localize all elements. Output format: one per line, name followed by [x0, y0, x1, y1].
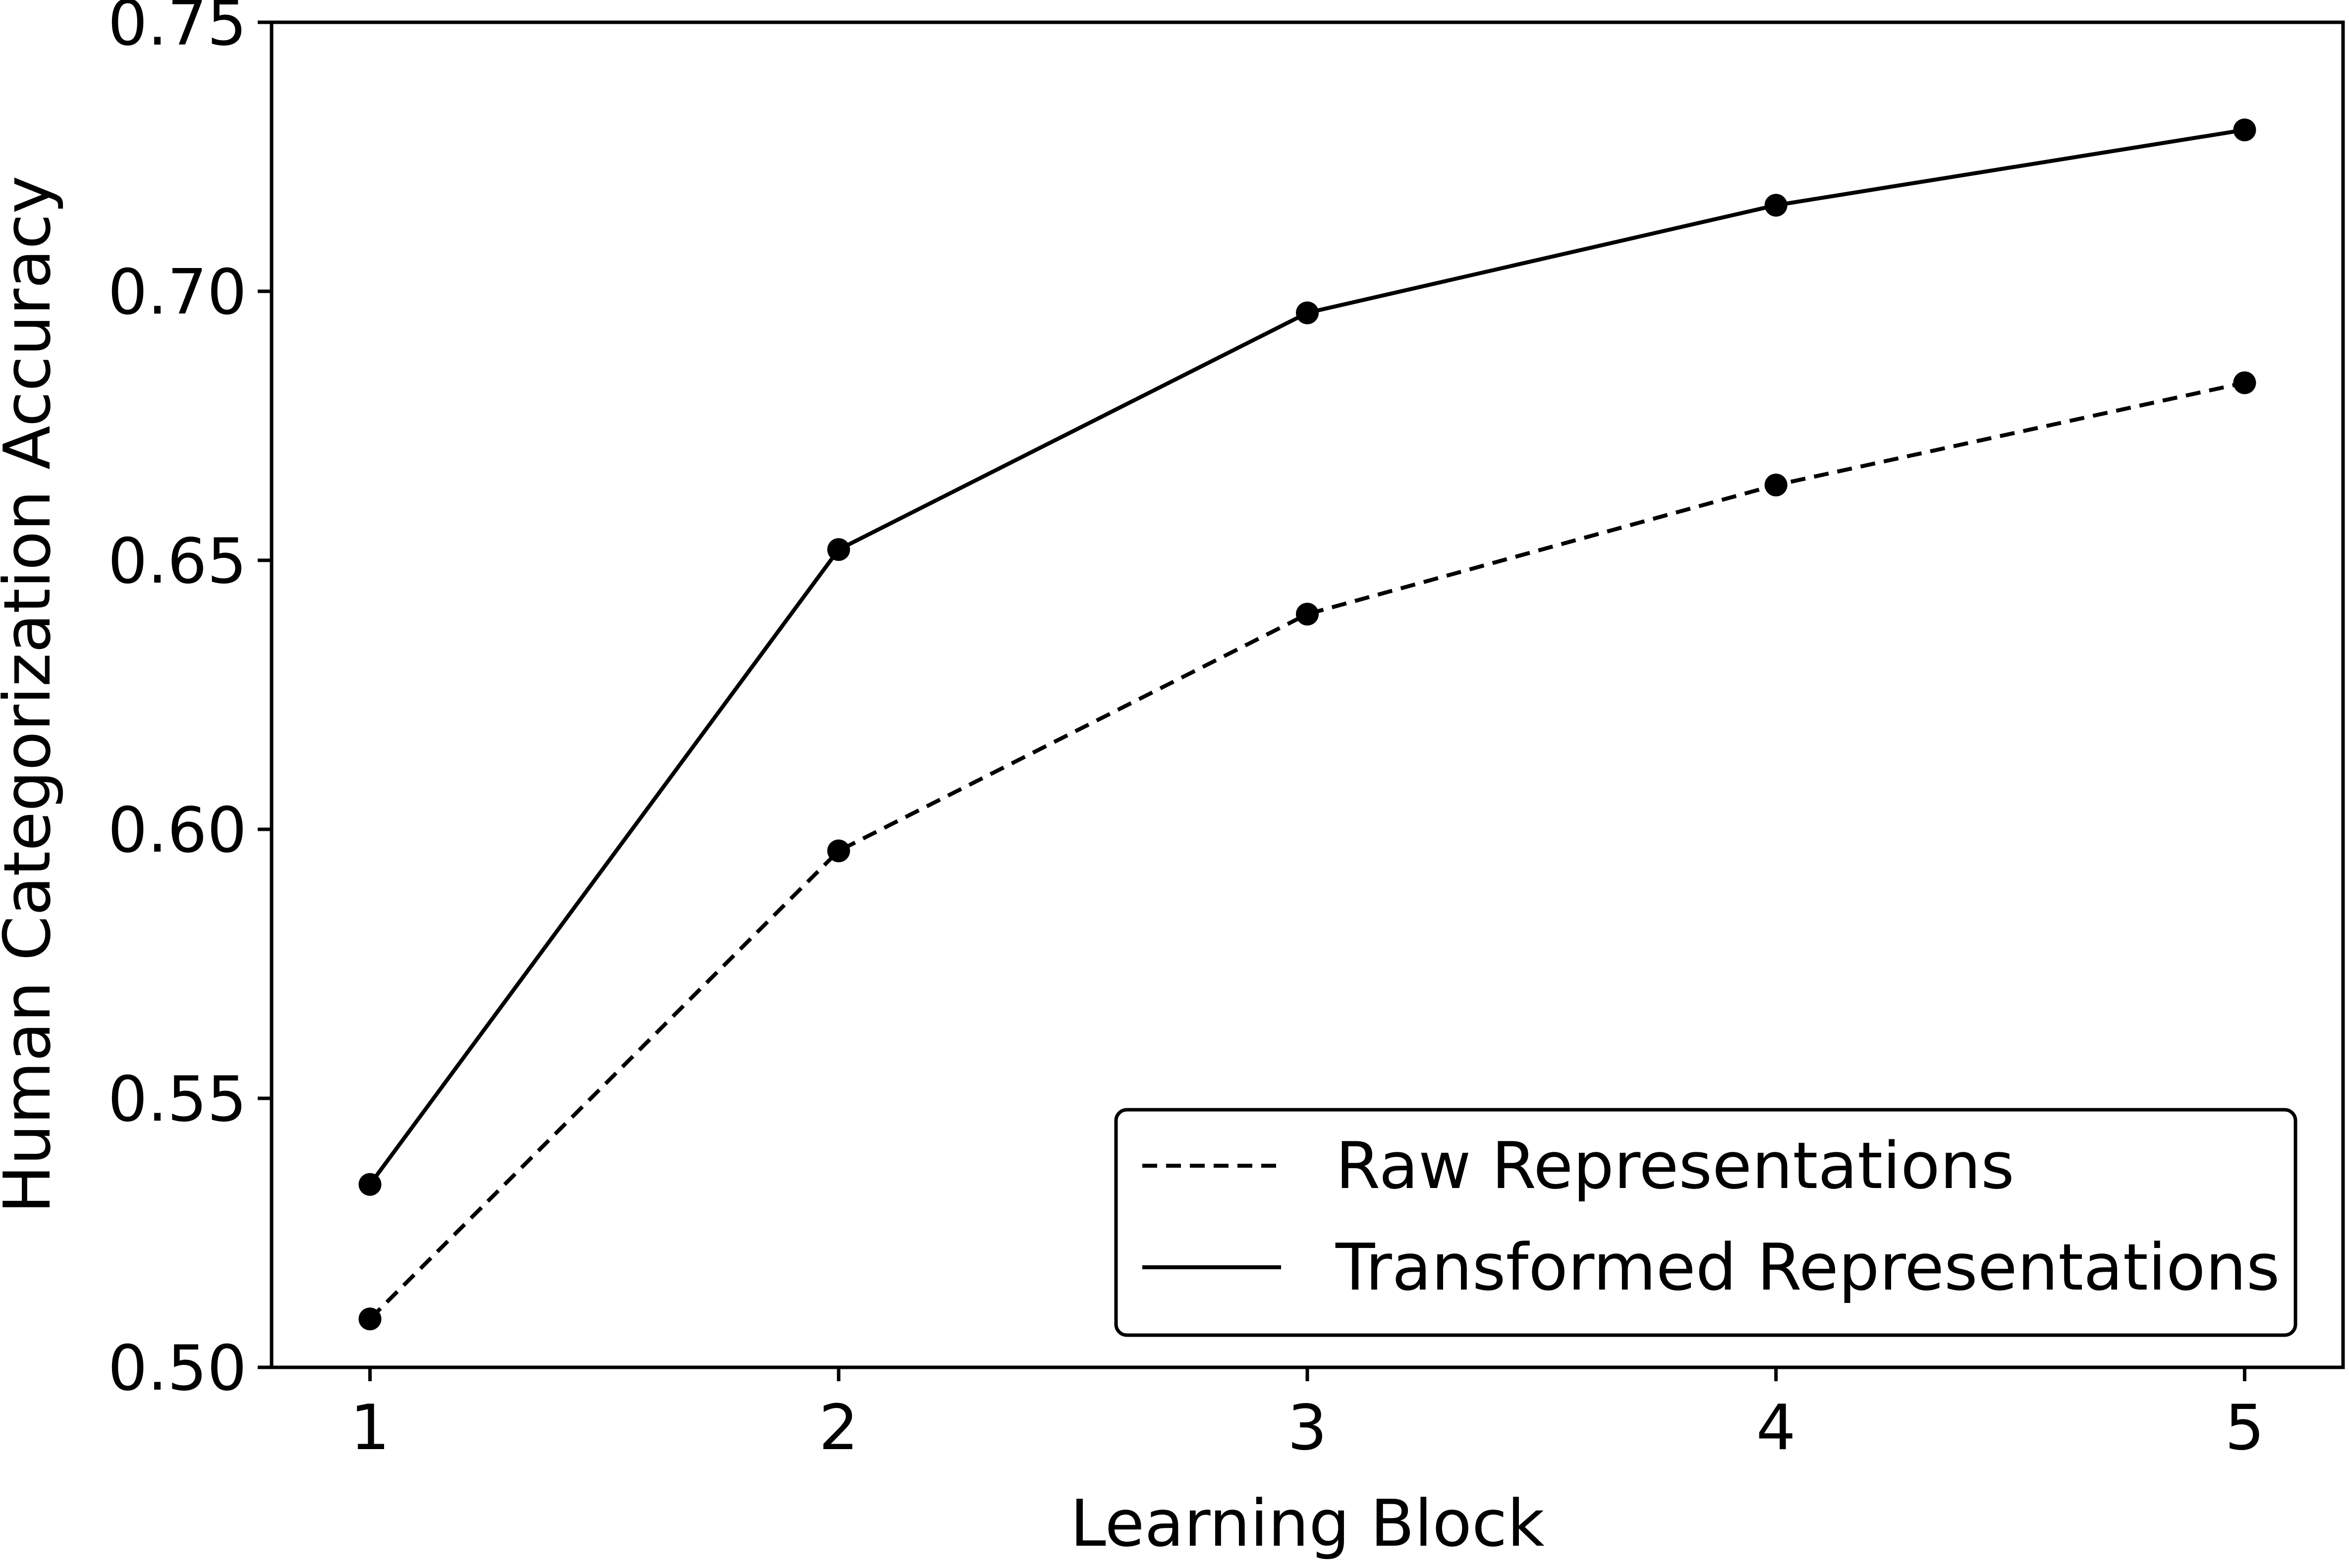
x-tick-label: 5 [2225, 1391, 2264, 1464]
x-axis-ticks: 1 2 3 4 5 [350, 1367, 2264, 1464]
x-axis-title: Learning Block [1070, 1486, 1544, 1561]
y-tick-label: 0.65 [108, 525, 247, 597]
legend: Raw Representations Transformed Represen… [1114, 1108, 2297, 1337]
series-layer [358, 118, 2256, 1331]
y-tick-label: 0.60 [108, 794, 247, 866]
y-tick-label: 0.75 [108, 0, 247, 59]
data-point-transformed [358, 1173, 382, 1196]
y-tick-label: 0.70 [108, 256, 247, 328]
x-tick-label: 1 [350, 1391, 390, 1464]
series-line-transformed [368, 128, 2245, 1186]
data-point-raw [358, 1307, 382, 1331]
data-point-raw [827, 839, 850, 863]
legend-label-transformed: Transformed Representations [1335, 1230, 2280, 1305]
legend-label-raw: Raw Representations [1336, 1128, 2014, 1203]
data-point-raw [1296, 602, 1319, 626]
y-tick-label: 0.55 [108, 1063, 247, 1135]
data-point-transformed [2233, 118, 2256, 142]
data-point-raw [1764, 473, 1788, 496]
series-line-raw [368, 380, 2245, 1321]
x-tick-label: 2 [819, 1391, 858, 1464]
data-point-transformed [827, 538, 850, 561]
y-tick-label: 0.50 [108, 1332, 247, 1405]
data-point-raw [2233, 371, 2256, 394]
y-axis-title: Human Categorization Accuracy [0, 176, 65, 1214]
legend-box [1114, 1108, 2297, 1337]
x-tick-label: 3 [1287, 1391, 1327, 1464]
data-point-transformed [1296, 301, 1319, 324]
x-tick-label: 4 [1756, 1391, 1796, 1464]
y-axis-ticks: 0.50 0.55 0.60 0.65 0.70 0.75 [108, 0, 272, 1405]
data-point-transformed [1764, 194, 1788, 217]
